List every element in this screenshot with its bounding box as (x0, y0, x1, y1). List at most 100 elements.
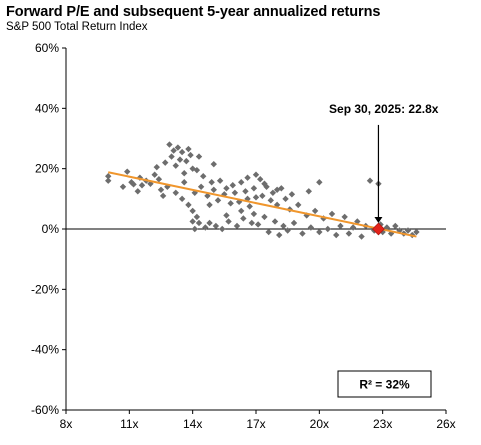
data-point (214, 197, 222, 204)
data-point (210, 160, 217, 168)
data-point (105, 173, 112, 180)
data-point (124, 168, 131, 175)
data-point (134, 188, 141, 195)
y-tick-label: -40% (31, 343, 59, 357)
current-valuation-marker (372, 222, 385, 236)
data-point (231, 189, 239, 196)
data-point (159, 192, 167, 200)
data-point (235, 198, 243, 206)
data-point (252, 194, 260, 201)
data-point (273, 186, 281, 193)
y-tick-label: 60% (35, 41, 59, 55)
data-point (366, 177, 374, 184)
data-point (191, 225, 198, 233)
data-point (242, 188, 249, 195)
data-point (252, 171, 260, 178)
y-tick-label: 20% (35, 162, 59, 176)
x-tick-label: 8x (60, 417, 73, 431)
data-point (138, 182, 146, 189)
data-point (210, 186, 217, 193)
data-point (183, 157, 190, 165)
data-point (284, 227, 291, 234)
data-point (282, 195, 289, 203)
data-point (305, 188, 312, 195)
data-point (197, 183, 205, 190)
data-point (105, 177, 112, 184)
y-tick-label: 40% (35, 101, 59, 115)
data-point (185, 145, 192, 153)
data-point (273, 201, 281, 209)
data-point (155, 176, 163, 183)
data-point (265, 228, 272, 236)
data-point (250, 185, 258, 192)
data-point (227, 200, 234, 207)
data-point (195, 219, 203, 227)
data-point (212, 222, 220, 230)
data-point (257, 176, 264, 183)
data-point (254, 221, 262, 228)
data-point (299, 230, 306, 237)
data-point (307, 224, 315, 231)
chart-subtitle: S&P 500 Total Return Index (6, 21, 148, 33)
data-point (259, 192, 266, 200)
data-point (162, 159, 169, 166)
data-point (288, 191, 296, 198)
data-point (193, 213, 201, 221)
data-point (187, 151, 194, 159)
data-point (178, 148, 186, 156)
data-point (328, 210, 336, 218)
data-point (206, 219, 213, 227)
data-point (261, 180, 268, 187)
data-point (240, 215, 247, 222)
data-point (269, 189, 277, 196)
data-point (324, 225, 331, 233)
data-point (181, 169, 188, 177)
y-tick-label: -60% (31, 403, 59, 417)
data-point (250, 210, 258, 218)
data-point (200, 173, 207, 180)
data-point (168, 153, 175, 160)
data-point (157, 186, 165, 193)
chart-title: Forward P/E and subsequent 5-year annual… (6, 4, 381, 20)
data-point (136, 174, 144, 181)
data-point (219, 225, 226, 233)
data-point (189, 218, 196, 225)
data-point (153, 163, 160, 171)
trend-line (108, 171, 417, 238)
data-point (316, 179, 323, 186)
data-point (223, 185, 230, 192)
data-point (238, 207, 245, 215)
data-point (166, 141, 173, 148)
x-tick-label: 26x (436, 417, 455, 431)
data-point (178, 195, 186, 203)
data-point (223, 212, 230, 219)
data-point (358, 233, 365, 240)
data-point (311, 207, 319, 215)
data-point (280, 222, 287, 230)
data-point (202, 224, 209, 231)
data-point (337, 222, 344, 230)
data-point (170, 147, 177, 154)
x-tick-label: 11x (120, 417, 138, 431)
data-point (271, 218, 279, 225)
data-point (248, 219, 255, 227)
data-point (341, 213, 348, 221)
data-point (295, 201, 302, 209)
data-point (349, 224, 357, 231)
data-point (185, 201, 192, 209)
data-point (195, 153, 203, 160)
data-point (267, 197, 274, 204)
data-point (181, 179, 188, 186)
x-tick-label: 20x (310, 417, 329, 431)
r-squared-label: R² = 32% (359, 378, 410, 392)
annotation-label: Sep 30, 2025: 22.8x (329, 102, 439, 116)
data-point (345, 230, 353, 237)
data-point (333, 231, 340, 239)
x-tick-label: 23x (373, 417, 392, 431)
y-tick-label: 0% (42, 222, 60, 236)
data-point (246, 203, 253, 210)
data-point (174, 144, 182, 151)
data-point (392, 222, 399, 230)
r-squared-box (337, 370, 432, 398)
